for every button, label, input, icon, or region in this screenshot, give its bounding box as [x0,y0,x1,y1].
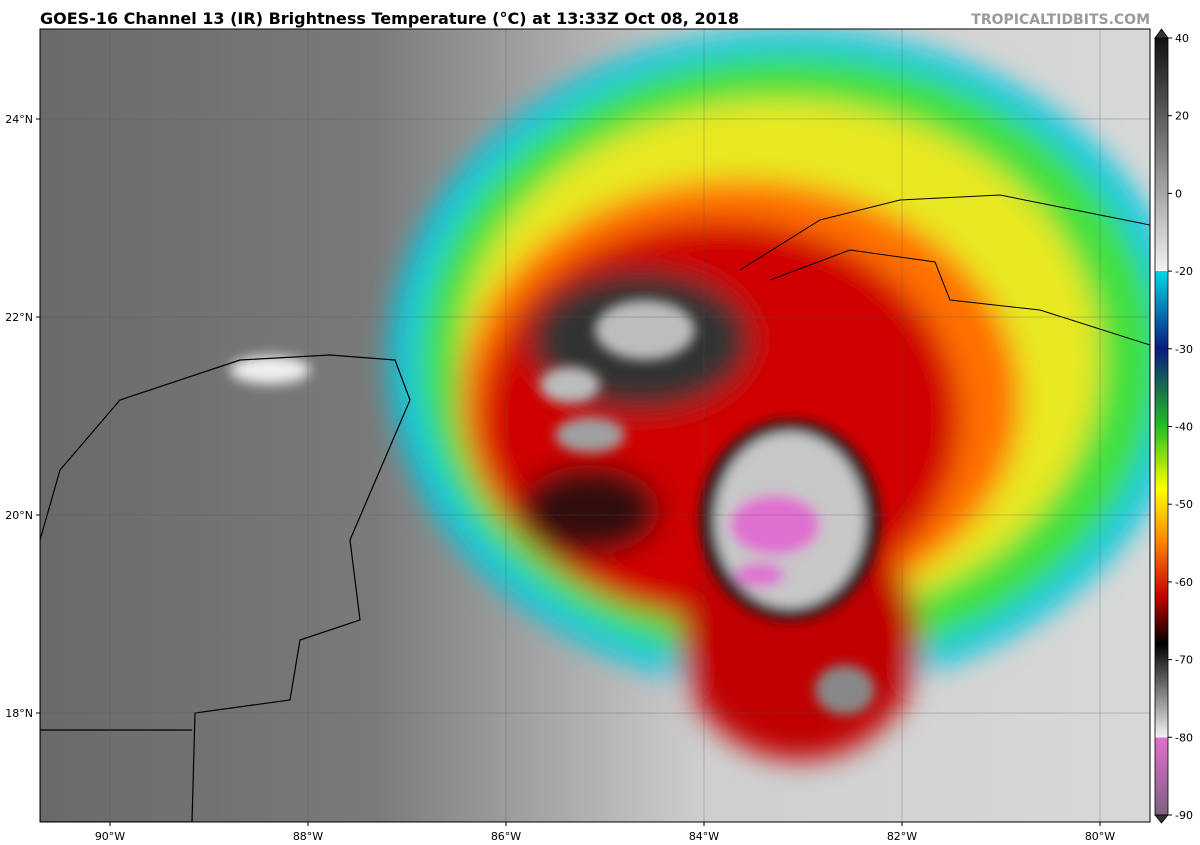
colorbar-label: -60 [1175,576,1193,589]
lon-label: 88°W [293,830,323,843]
colorbar-label: -80 [1175,731,1193,744]
colorbar-label: -20 [1175,265,1193,278]
lat-label: 22°N [5,311,33,324]
satellite-image [40,29,1150,822]
lon-label: 80°W [1085,830,1115,843]
colorbar-extend [1154,28,1169,824]
colorbar-label: 40 [1175,32,1189,45]
colorbar-label: 20 [1175,110,1189,123]
colorbar [1154,37,1169,816]
colorbar-label: -90 [1175,809,1193,822]
map-frame [39,28,1151,823]
colorbar-label: -70 [1175,654,1193,667]
lat-label: 20°N [5,509,33,522]
lon-label: 86°W [491,830,521,843]
colorbar-label: -40 [1175,421,1193,434]
lon-label: 82°W [887,830,917,843]
colorbar-label: -50 [1175,498,1193,511]
colorbar-label: -30 [1175,343,1193,356]
cuba-coastline [739,194,1150,346]
title: GOES-16 Channel 13 (IR) Brightness Tempe… [40,9,739,28]
coastline [40,354,411,822]
lat-label: 18°N [5,707,33,720]
credit: TROPICALTIDBITS.COM [971,12,1150,28]
colorbar-label: 0 [1175,187,1182,200]
lon-label: 84°W [689,830,719,843]
lon-label: 90°W [95,830,125,843]
graticule [40,29,1150,822]
lat-label: 24°N [5,113,33,126]
storm-core [230,300,880,715]
